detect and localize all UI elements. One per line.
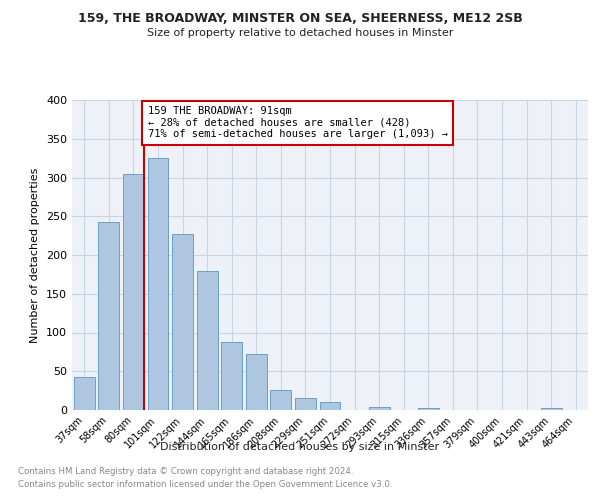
Bar	[74, 376, 95, 410]
Text: Distribution of detached houses by size in Minster: Distribution of detached houses by size …	[160, 442, 440, 452]
Bar	[320, 402, 340, 410]
Bar	[98, 222, 119, 410]
Text: Contains public sector information licensed under the Open Government Licence v3: Contains public sector information licen…	[18, 480, 392, 489]
Bar	[295, 398, 316, 410]
Text: Size of property relative to detached houses in Minster: Size of property relative to detached ho…	[147, 28, 453, 38]
Bar	[368, 407, 389, 410]
Y-axis label: Number of detached properties: Number of detached properties	[31, 168, 40, 342]
Bar	[541, 408, 562, 410]
Bar	[123, 174, 144, 410]
Text: Contains HM Land Registry data © Crown copyright and database right 2024.: Contains HM Land Registry data © Crown c…	[18, 468, 353, 476]
Bar	[172, 234, 193, 410]
Bar	[271, 390, 292, 410]
Text: 159, THE BROADWAY, MINSTER ON SEA, SHEERNESS, ME12 2SB: 159, THE BROADWAY, MINSTER ON SEA, SHEER…	[77, 12, 523, 26]
Bar	[148, 158, 169, 410]
Bar	[246, 354, 267, 410]
Text: 159 THE BROADWAY: 91sqm
← 28% of detached houses are smaller (428)
71% of semi-d: 159 THE BROADWAY: 91sqm ← 28% of detache…	[148, 106, 448, 140]
Bar	[197, 270, 218, 410]
Bar	[418, 408, 439, 410]
Bar	[221, 342, 242, 410]
